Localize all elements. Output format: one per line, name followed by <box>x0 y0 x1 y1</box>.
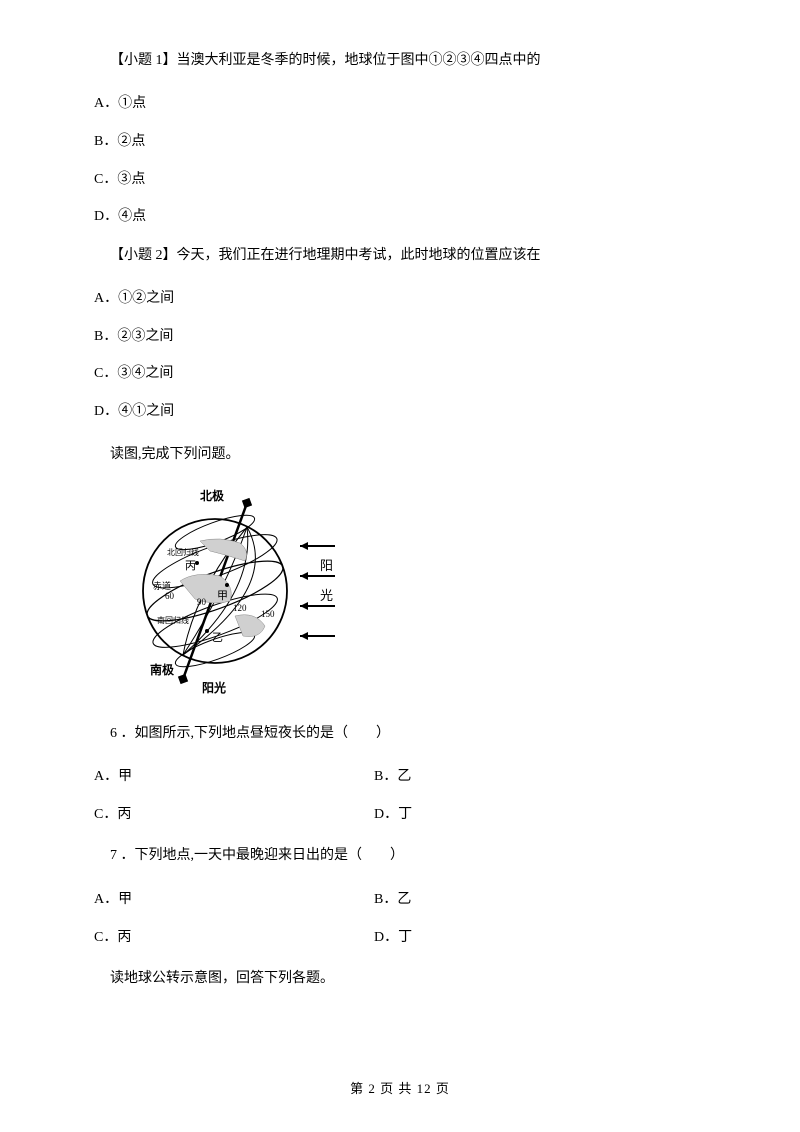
south-pole-label: 南极 <box>150 662 175 677</box>
q6-option-d[interactable]: D．丁 <box>374 803 730 823</box>
q2-option-a[interactable]: A．①②之间 <box>94 289 730 309</box>
q7-header: 7 ．下列地点,一天中最晚迎来日出的是（ ） <box>110 845 730 867</box>
q2-option-b[interactable]: B．②③之间 <box>94 327 730 347</box>
svg-text:南回归线: 南回归线 <box>157 615 189 625</box>
svg-text:90: 90 <box>197 597 207 607</box>
instruction-2: 读地球公转示意图，回答下列各题。 <box>110 968 730 990</box>
q6-header: 6 ．如图所示,下列地点昼短夜长的是（ ） <box>110 723 730 745</box>
q1-option-b[interactable]: B．②点 <box>94 132 730 152</box>
q2-header: 【小题 2】今天，我们正在进行地理期中考试，此时地球的位置应该在 <box>110 245 730 267</box>
svg-text:150: 150 <box>261 609 275 619</box>
page-footer: 第 2 页 共 12 页 <box>0 1078 800 1097</box>
q7-option-b[interactable]: B．乙 <box>374 888 730 908</box>
q1-option-d[interactable]: D．④点 <box>94 207 730 227</box>
north-pole-label: 北极 <box>200 488 225 503</box>
svg-text:赤道: 赤道 <box>153 580 171 591</box>
q1-option-c[interactable]: C．③点 <box>94 170 730 190</box>
instruction-1: 读图,完成下列问题。 <box>110 444 730 466</box>
sunlight-label-1: 阳 <box>320 558 333 573</box>
q1-option-a[interactable]: A．①点 <box>94 94 730 114</box>
q7-option-c[interactable]: C．丙 <box>94 926 374 946</box>
svg-text:乙: 乙 <box>212 631 223 644</box>
svg-text:甲: 甲 <box>217 590 228 602</box>
svg-text:丙: 丙 <box>185 560 196 572</box>
q7-option-a[interactable]: A．甲 <box>94 888 374 908</box>
q2-option-d[interactable]: D．④①之间 <box>94 402 730 422</box>
sunlight-bottom-label: 阳光 <box>202 680 226 695</box>
q6-option-a[interactable]: A．甲 <box>94 765 374 785</box>
sunlight-label-2: 光 <box>320 588 333 603</box>
q1-header: 【小题 1】当澳大利亚是冬季的时候，地球位于图中①②③④四点中的 <box>110 50 730 72</box>
svg-text:120: 120 <box>233 603 247 613</box>
q6-option-c[interactable]: C．丙 <box>94 803 374 823</box>
q6-option-b[interactable]: B．乙 <box>374 765 730 785</box>
earth-diagram: 丙 甲 乙 60 90 120 150 赤道 北回归线 南回归线 北极 南极 阳 <box>120 486 730 701</box>
q7-option-d[interactable]: D．丁 <box>374 926 730 946</box>
q2-option-c[interactable]: C．③④之间 <box>94 364 730 384</box>
svg-text:60: 60 <box>165 591 175 601</box>
svg-text:北回归线: 北回归线 <box>167 547 199 557</box>
